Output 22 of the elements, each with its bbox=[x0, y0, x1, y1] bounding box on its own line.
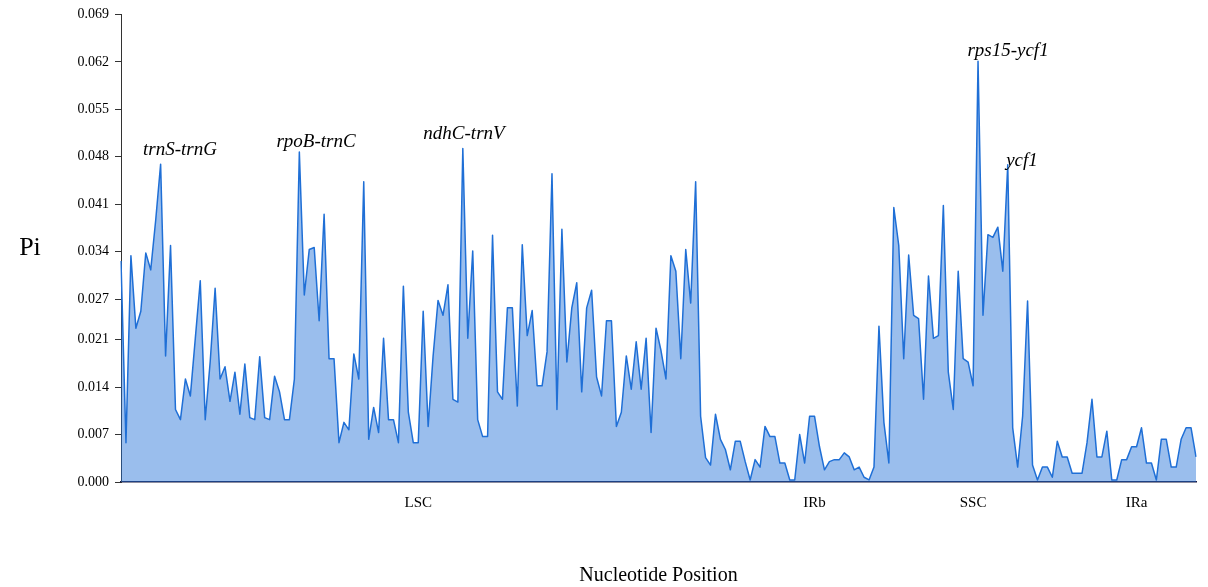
y-tick-label: 0.007 bbox=[77, 426, 109, 442]
y-tick-label: 0.069 bbox=[77, 6, 109, 22]
annotation: rps15-ycf1 bbox=[967, 39, 1049, 60]
x-tick-label: LSC bbox=[404, 493, 432, 510]
annotation: ndhC-trnV bbox=[423, 122, 508, 143]
annotation: rpoB-trnC bbox=[276, 130, 356, 151]
y-tick-label: 0.014 bbox=[77, 378, 109, 394]
x-tick-label: SSC bbox=[959, 493, 987, 510]
y-tick-label: 0.021 bbox=[77, 331, 109, 347]
y-tick-label: 0.062 bbox=[77, 53, 109, 69]
annotation: ycf1 bbox=[1004, 149, 1038, 170]
y-tick-label: 0.055 bbox=[77, 100, 109, 116]
y-tick-label: 0.000 bbox=[77, 473, 109, 489]
y-tick-label: 0.048 bbox=[77, 148, 109, 164]
y-axis-title: Pi bbox=[19, 232, 41, 262]
y-tick-label: 0.034 bbox=[77, 243, 109, 259]
x-tick-label: IRb bbox=[803, 493, 826, 510]
y-tick-label: 0.027 bbox=[77, 290, 109, 306]
annotation: trnS-trnG bbox=[143, 138, 218, 159]
y-tick-label: 0.041 bbox=[77, 195, 109, 211]
x-axis-title: Nucleotide Position bbox=[579, 563, 738, 586]
x-tick-label: IRa bbox=[1125, 493, 1148, 510]
